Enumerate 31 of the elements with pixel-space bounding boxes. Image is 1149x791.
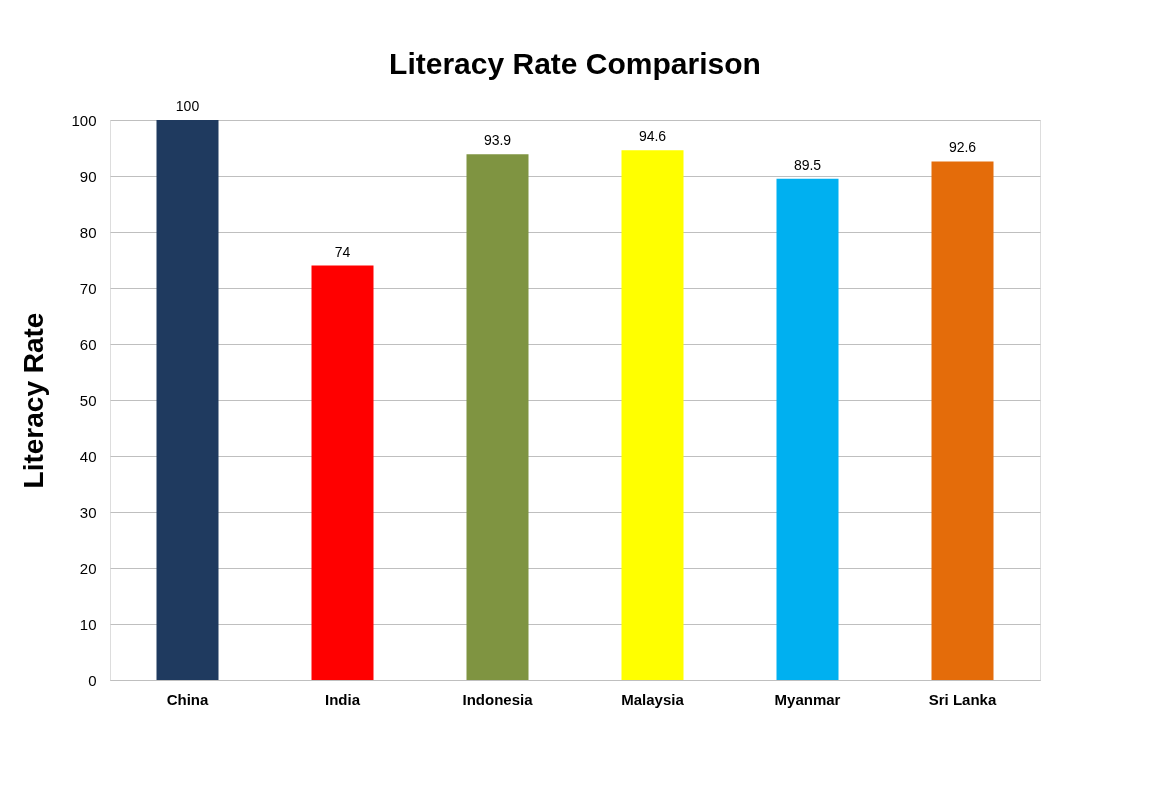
bar — [311, 265, 374, 680]
data-label: 100 — [175, 98, 200, 114]
y-tick-label: 30 — [79, 503, 97, 521]
y-axis-title: Literacy Rate — [18, 312, 50, 489]
y-tick-label: 70 — [79, 279, 97, 297]
x-tick-label: Myanmar — [774, 690, 841, 708]
x-tick-label: China — [166, 690, 209, 708]
data-label: 92.6 — [948, 139, 977, 156]
bar — [466, 154, 529, 680]
y-tick-label: 40 — [79, 447, 97, 465]
bar — [621, 150, 684, 680]
y-tick-label: 0 — [88, 671, 97, 689]
y-tick-label: 20 — [79, 559, 97, 577]
bar — [156, 120, 219, 680]
x-tick-label: Indonesia — [462, 690, 534, 708]
x-tick-label: India — [324, 690, 361, 708]
y-tick-label: 60 — [79, 335, 97, 353]
chart-title: Literacy Rate Comparison — [389, 47, 761, 80]
bar — [776, 178, 839, 680]
y-tick-label: 80 — [79, 223, 97, 241]
data-label: 74 — [334, 243, 351, 260]
y-tick-label: 50 — [79, 391, 97, 409]
y-tick-label: 100 — [71, 111, 97, 129]
y-tick-label: 10 — [79, 615, 97, 633]
data-label: 93.9 — [483, 132, 512, 149]
x-tick-label: Sri Lanka — [928, 690, 997, 708]
data-label: 94.6 — [638, 128, 667, 145]
x-tick-label: Malaysia — [621, 690, 685, 708]
bar — [931, 161, 994, 680]
y-tick-label: 90 — [79, 167, 97, 185]
data-label: 89.5 — [793, 156, 822, 173]
